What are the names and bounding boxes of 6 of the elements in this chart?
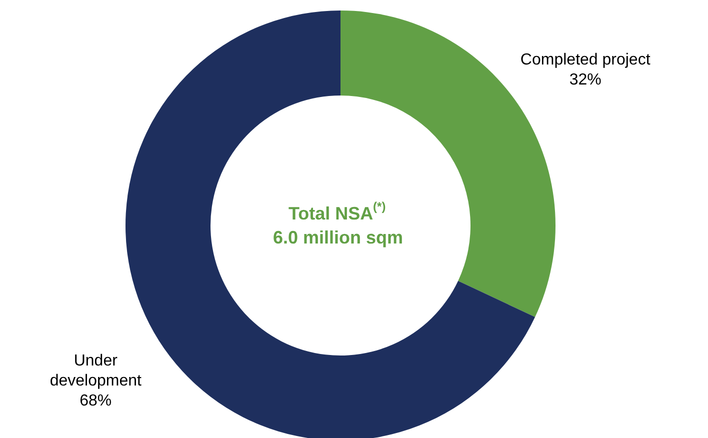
data-label: 68% xyxy=(80,392,112,410)
text: Total NSA(*) xyxy=(288,200,386,224)
slice-label: Under development xyxy=(50,352,142,390)
slice-label: Completed project xyxy=(520,52,651,69)
text: 6.0 million sqm xyxy=(272,228,404,248)
data-label: 32% xyxy=(569,72,602,89)
